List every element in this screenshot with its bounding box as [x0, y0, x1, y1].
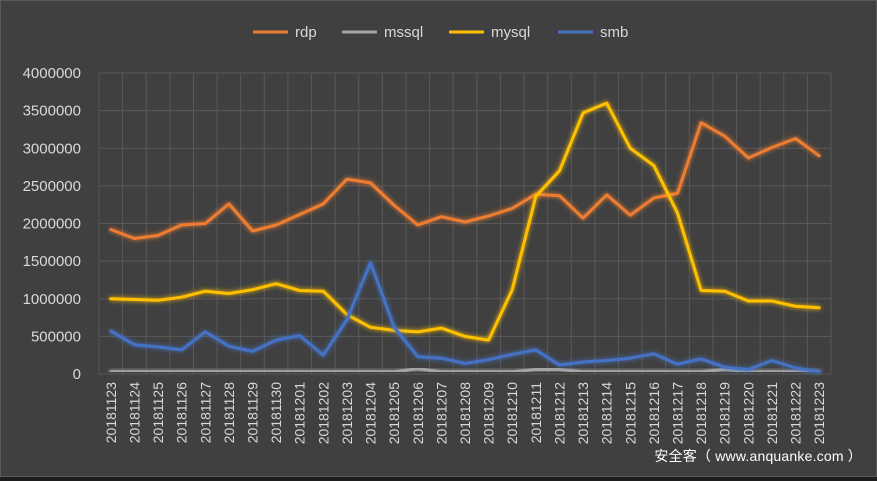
- x-tick-label: 20181203: [339, 382, 355, 445]
- y-tick-label: 3500000: [23, 103, 81, 120]
- x-tick-label: 20181202: [315, 382, 331, 445]
- x-axis: 20181123 20181124 20181125 20181126 20181127…: [103, 382, 827, 445]
- x-tick-label: 20181214: [599, 382, 615, 445]
- legend-label-smb: smb: [600, 24, 628, 41]
- x-tick-label: 20181207: [433, 382, 449, 445]
- x-tick-label: 20181126: [174, 382, 190, 443]
- x-tick-label: 20181210: [504, 382, 520, 445]
- series-lines: [109, 101, 821, 374]
- x-tick-label: 20181218: [693, 382, 709, 445]
- x-tick-label: 20181208: [457, 382, 473, 445]
- gridlines: [98, 72, 832, 375]
- y-tick-label: 4000000: [23, 65, 81, 82]
- x-tick-label: 20181220: [740, 382, 756, 445]
- y-tick-label: 1000000: [23, 291, 81, 308]
- chart-legend: rdp mssql mysql smb: [253, 24, 628, 41]
- series-line-mysql: [109, 101, 821, 342]
- x-tick-label: 20181209: [481, 382, 497, 445]
- legend-label-rdp: rdp: [295, 24, 317, 41]
- x-tick-label: 20181211: [528, 382, 544, 443]
- x-tick-label: 20181130: [268, 382, 284, 443]
- y-tick-label: 1500000: [23, 253, 81, 270]
- x-tick-label: 20181204: [363, 382, 379, 445]
- y-tick-label: 3000000: [23, 140, 81, 157]
- y-axis: 0 500000 1000000 1500000 2000000 2500000 30000…: [23, 65, 81, 383]
- x-tick-label: 20181213: [575, 382, 591, 445]
- x-tick-label: 20181123: [103, 382, 119, 443]
- y-tick-label: 2500000: [23, 178, 81, 195]
- x-tick-label: 20181201: [292, 382, 308, 445]
- x-tick-label: 20181124: [126, 382, 142, 443]
- legend-label-mysql: mysql: [491, 24, 530, 41]
- legend-label-mssql: mssql: [384, 24, 423, 41]
- series-line-rdp: [109, 121, 821, 240]
- x-tick-label: 20181219: [717, 382, 733, 445]
- x-tick-label: 20181128: [221, 382, 237, 443]
- y-tick-label: 2000000: [23, 216, 81, 233]
- x-tick-label: 20181217: [670, 382, 686, 445]
- x-tick-label: 20181205: [386, 382, 402, 445]
- x-tick-label: 20181129: [244, 382, 260, 443]
- y-tick-label: 0: [73, 366, 81, 383]
- x-tick-label: 20181223: [811, 382, 827, 445]
- x-tick-label: 20181222: [788, 382, 804, 445]
- series-line-smb: [109, 261, 821, 374]
- x-tick-label: 20181216: [646, 382, 662, 445]
- y-tick-label: 500000: [31, 328, 81, 345]
- x-tick-label: 20181215: [622, 382, 638, 445]
- x-tick-label: 20181221: [764, 382, 780, 445]
- x-tick-label: 20181127: [197, 382, 213, 443]
- x-tick-label: 20181206: [410, 382, 426, 445]
- watermark-text: 安全客（ www.anquanke.com ）: [654, 448, 862, 464]
- x-tick-label: 20181212: [551, 382, 567, 445]
- x-tick-label: 20181125: [150, 382, 166, 443]
- series-line-mssql: [109, 367, 821, 374]
